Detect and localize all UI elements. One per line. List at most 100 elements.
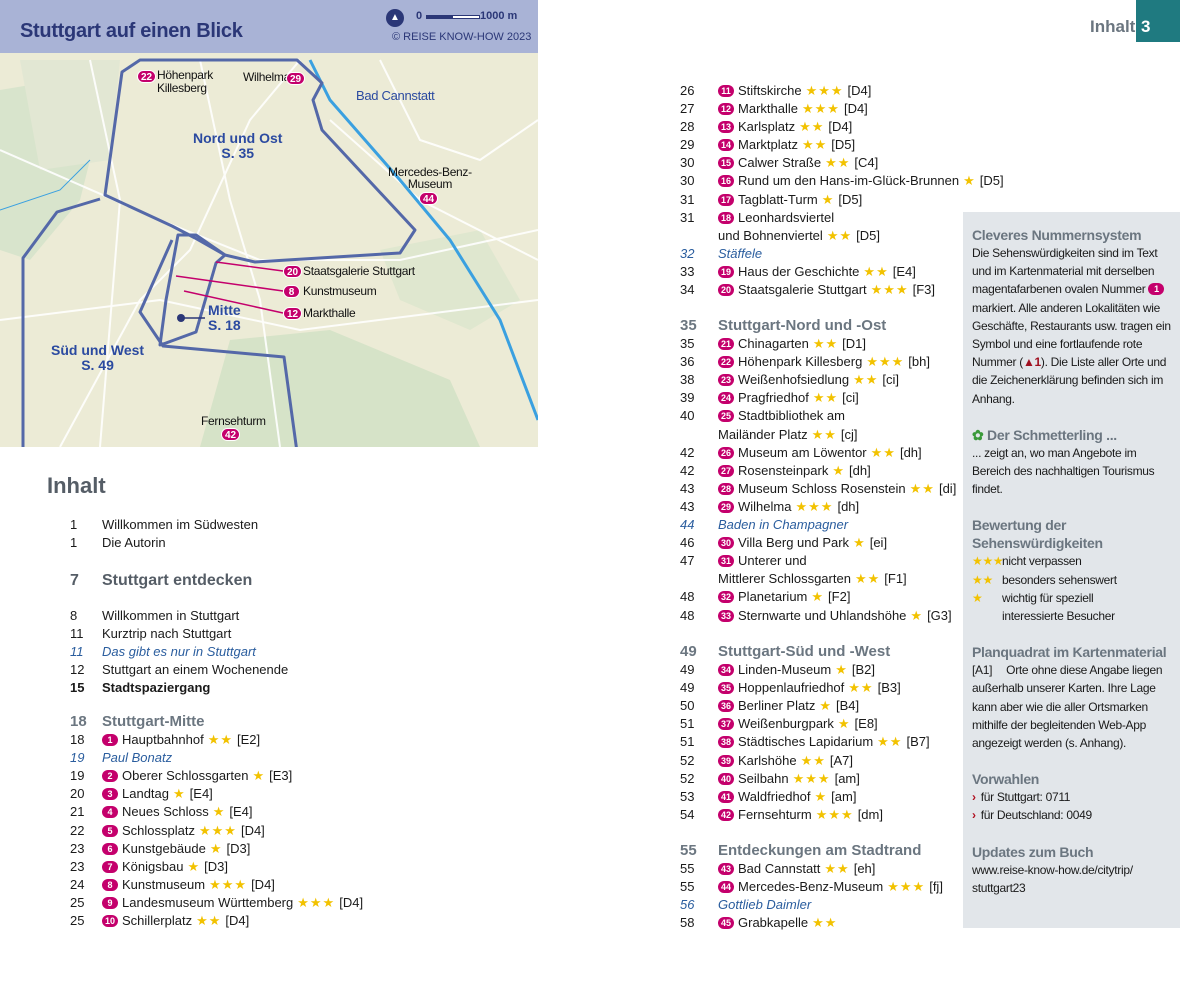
map-marker-44[interactable]: 44: [419, 192, 439, 205]
map-marker-12[interactable]: 12: [283, 307, 303, 320]
toc-entry[interactable]: 12 Stuttgart an einem Wochenende: [47, 661, 288, 679]
toc-entry-continued[interactable]: Mittlerer Schlossgarten ★★ [F1]: [680, 570, 956, 588]
toc-entry[interactable]: 46 30 Villa Berg und Park ★ [ei]: [680, 534, 956, 552]
entry-title: Oberer Schlossgarten: [122, 768, 249, 784]
map-marker-20[interactable]: 20: [283, 265, 303, 278]
toc-entry-continued[interactable]: und Bohnenviertel ★★ [D5]: [680, 227, 1004, 245]
toc-entry[interactable]: 31 18 Leonhardsviertel: [680, 209, 1004, 227]
toc-entry[interactable]: 35 21 Chinagarten ★★ [D1]: [680, 335, 956, 353]
page-ref: 20: [70, 786, 85, 802]
toc-entry[interactable]: 49 34 Linden-Museum ★ [B2]: [680, 661, 930, 679]
toc-entry[interactable]: 21 4 Neues Schloss ★ [E4]: [47, 803, 363, 821]
page-ref: 51: [680, 716, 695, 732]
toc-entry[interactable]: 19 Paul Bonatz: [47, 749, 363, 767]
toc-entry[interactable]: 34 20 Staatsgalerie Stuttgart ★★★ [F3]: [680, 281, 1004, 299]
toc-entry[interactable]: 50 36 Berliner Platz ★ [B4]: [680, 697, 930, 715]
toc-entry[interactable]: 27 12 Markthalle ★★★ [D4]: [680, 100, 1004, 118]
toc-entry[interactable]: 30 15 Calwer Straße ★★ [C4]: [680, 154, 1004, 172]
toc-entry[interactable]: 49 35 Hoppenlaufriedhof ★★ [B3]: [680, 679, 930, 697]
toc-entry[interactable]: 42 27 Rosensteinpark ★ [dh]: [680, 462, 956, 480]
map-marker-8[interactable]: 8: [283, 285, 300, 298]
map-marker-22[interactable]: 22: [137, 70, 157, 83]
sight-number-badge: 4: [102, 806, 118, 819]
toc-entry[interactable]: 44 Baden in Champagner: [680, 516, 956, 534]
page-ref: 26: [680, 83, 695, 98]
updates-link[interactable]: www.reise-know-how.de/citytrip/ stuttgar…: [972, 862, 1133, 895]
toc-entry[interactable]: 53 41 Waldfriedhof ★ [am]: [680, 788, 930, 806]
entry-title: Höhenpark Killesberg: [738, 354, 863, 370]
toc-entry[interactable]: 26 11 Stiftskirche ★★★ [D4]: [680, 82, 1004, 100]
toc-entry[interactable]: 24 8 Kunstmuseum ★★★ [D4]: [47, 876, 363, 894]
sight-number-badge: 38: [718, 736, 735, 749]
toc-entry[interactable]: 48 33 Sternwarte und Uhlandshöhe ★ [G3]: [680, 607, 956, 625]
info-sidebar: Cleveres Nummernsystem Die Sehenswürdigk…: [963, 212, 1180, 928]
entry-title-continued: und Bohnenviertel: [718, 227, 823, 243]
toc-entry[interactable]: 22 5 Schlossplatz ★★★ [D4]: [47, 822, 363, 840]
toc-entry[interactable]: 15 Stadtspaziergang: [47, 679, 288, 697]
entry-title: Stuttgart-Mitte: [102, 713, 205, 730]
toc-entry[interactable]: 25 10 Schillerplatz ★★ [D4]: [47, 912, 363, 930]
toc-entry[interactable]: 11 Kurztrip nach Stuttgart: [47, 625, 288, 643]
toc-entry[interactable]: 1 Willkommen im Südwesten: [47, 516, 258, 534]
toc-section-heading[interactable]: 7 Stuttgart entdecken: [47, 570, 252, 592]
toc-entry[interactable]: 31 17 Tagblatt-Turm ★ [D5]: [680, 191, 1004, 209]
toc-entry[interactable]: 55 43 Bad Cannstatt ★★ [eh]: [680, 860, 943, 878]
toc-entry[interactable]: 51 37 Weißenburgpark ★ [E8]: [680, 715, 930, 733]
toc-section-heading[interactable]: 35 Stuttgart-Nord und -Ost: [680, 317, 956, 335]
page-ref: 36: [680, 354, 695, 370]
page-ref: 49: [680, 643, 697, 660]
page-ref: 55: [680, 879, 695, 895]
toc-entry[interactable]: 38 23 Weißenhofsiedlung ★★ [ci]: [680, 371, 956, 389]
toc-section-heading[interactable]: 49 Stuttgart-Süd und -West: [680, 643, 930, 661]
sight-number-badge: 8: [102, 878, 118, 891]
toc-entry[interactable]: 28 13 Karlsplatz ★★ [D4]: [680, 118, 1004, 136]
toc-entry[interactable]: 18 1 Hauptbahnhof ★★ [E2]: [47, 731, 363, 749]
rating-stars-icon: ★★: [909, 480, 935, 496]
entry-title: Willkommen im Südwesten: [102, 517, 259, 532]
toc-entry[interactable]: 29 14 Marktplatz ★★ [D5]: [680, 136, 1004, 154]
toc-entry[interactable]: 56 Gottlieb Daimler: [680, 896, 943, 914]
toc-entry[interactable]: 47 31 Unterer und: [680, 552, 956, 570]
toc-entry[interactable]: 55 44 Mercedes-Benz-Museum ★★★ [fj]: [680, 878, 943, 896]
map-marker-42[interactable]: 42: [221, 428, 241, 441]
entry-title: Neues Schloss: [122, 804, 209, 820]
entry-title: Linden-Museum: [738, 662, 832, 678]
toc-entry[interactable]: 23 6 Kunstgebäude ★ [D3]: [47, 840, 363, 858]
toc-entry[interactable]: 36 22 Höhenpark Killesberg ★★★ [bh]: [680, 353, 956, 371]
sight-number-badge: 25: [718, 410, 735, 423]
toc-entry[interactable]: 52 39 Karlshöhe ★★ [A7]: [680, 752, 930, 770]
page-ref: 39: [680, 390, 695, 406]
toc-entry[interactable]: 43 29 Wilhelma ★★★ [dh]: [680, 498, 956, 516]
toc-entry[interactable]: 19 2 Oberer Schlossgarten ★ [E3]: [47, 767, 363, 785]
toc-entry[interactable]: 58 45 Grabkapelle ★★: [680, 914, 943, 932]
toc-entry[interactable]: 32 Stäffele: [680, 245, 1004, 263]
toc-entry-continued[interactable]: Mailänder Platz ★★ [cj]: [680, 426, 956, 444]
toc-entry[interactable]: 39 24 Pragfriedhof ★★ [ci]: [680, 389, 956, 407]
toc-entry[interactable]: 1 Die Autorin: [47, 534, 258, 552]
dialing-item: für Stuttgart: 0711: [980, 790, 1071, 805]
rating-stars-icon: ★: [819, 698, 832, 714]
toc-entry[interactable]: 20 3 Landtag ★ [E4]: [47, 785, 363, 803]
toc-entry[interactable]: 30 16 Rund um den Hans-im-Glück-Brunnen ★ [D…: [680, 172, 1004, 190]
toc-entry[interactable]: 8 Willkommen in Stuttgart: [47, 607, 288, 625]
toc-entry[interactable]: 33 19 Haus der Geschichte ★★ [E4]: [680, 263, 1004, 281]
toc-entry[interactable]: 25 9 Landesmuseum Württemberg ★★★ [D4]: [47, 894, 363, 912]
page-ref: 50: [680, 698, 695, 714]
rating-stars-icon: ★: [910, 607, 924, 623]
toc-entry[interactable]: 23 7 Königsbau ★ [D3]: [47, 858, 363, 876]
toc-entry[interactable]: 43 28 Museum Schloss Rosenstein ★★ [di]: [680, 480, 956, 498]
grid-text: Orte ohne diese Angabe liegen außerhalb …: [972, 663, 1163, 751]
toc-entry[interactable]: 52 40 Seilbahn ★★★ [am]: [680, 770, 930, 788]
toc-entry[interactable]: 54 42 Fernsehturm ★★★ [dm]: [680, 806, 930, 824]
toc-entry[interactable]: 42 26 Museum am Löwentor ★★ [dh]: [680, 444, 956, 462]
toc-section-heading[interactable]: 55 Entdeckungen am Stadtrand: [680, 842, 943, 860]
toc-entry[interactable]: 51 38 Städtisches Lapidarium ★★ [B7]: [680, 733, 930, 751]
page-ref: 49: [680, 680, 695, 696]
toc-entry[interactable]: 40 25 Stadtbibliothek am: [680, 407, 956, 425]
map-marker-29[interactable]: 29: [286, 72, 306, 85]
sight-number-badge: 12: [718, 103, 735, 116]
toc-section-heading[interactable]: 18 Stuttgart-Mitte: [47, 713, 363, 731]
toc-entry[interactable]: 48 32 Planetarium ★ [F2]: [680, 588, 956, 606]
sight-number-badge: 11: [718, 85, 734, 97]
toc-entry[interactable]: 11 Das gibt es nur in Stuttgart: [47, 643, 288, 661]
